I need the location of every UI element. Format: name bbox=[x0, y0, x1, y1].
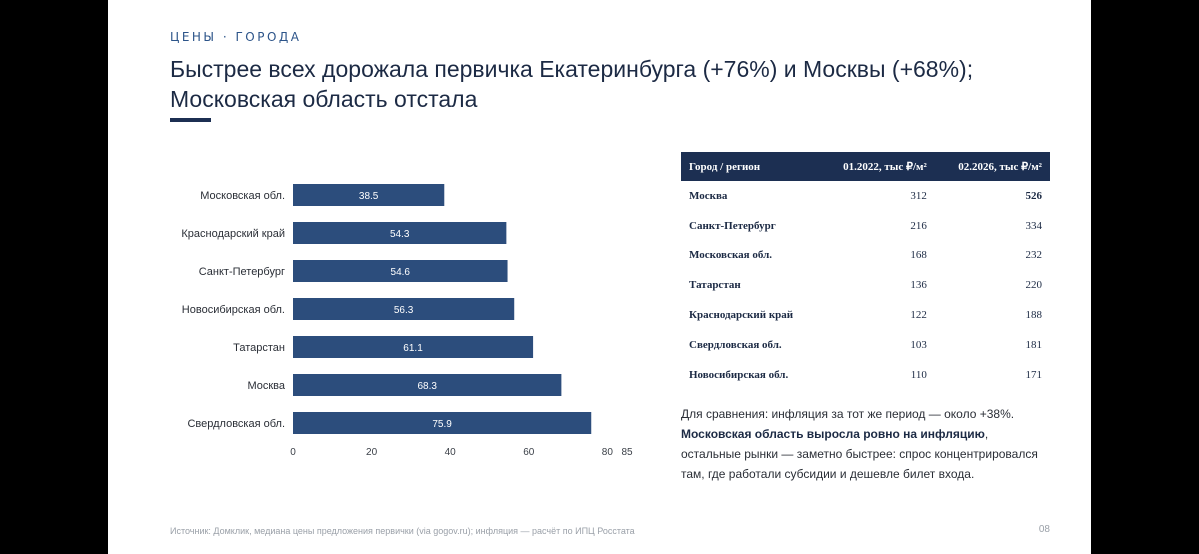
table-cell-city: Татарстан bbox=[689, 279, 741, 292]
chart-bar bbox=[293, 222, 507, 244]
table-cell-2026: 220 bbox=[1025, 279, 1043, 292]
chart-category-label: Татарстан bbox=[233, 342, 285, 354]
table-header-2022: 01.2022, тыс ₽/м² bbox=[819, 152, 935, 181]
chart-bar bbox=[293, 412, 592, 434]
table-cell-city: Санкт-Петербург bbox=[689, 219, 776, 232]
chart-x-tick-label: 80 bbox=[602, 447, 614, 458]
table-cell-2026: 171 bbox=[1025, 368, 1043, 381]
comparison-note: Для сравнения: инфляция за тот же период… bbox=[681, 404, 1041, 484]
table-row: Новосибирская обл. 110 171 bbox=[681, 360, 1050, 390]
table-cell-2022: 216 bbox=[910, 219, 927, 232]
section-eyebrow: ЦЕНЫ · ГОРОДА bbox=[170, 30, 302, 44]
title-underline bbox=[170, 118, 211, 122]
chart-bar bbox=[293, 336, 534, 358]
table-cell-city: Москва bbox=[689, 189, 728, 202]
table-cell-2026: 181 bbox=[1025, 338, 1043, 351]
table-header-row: Город / регион 01.2022, тыс ₽/м² 02.2026… bbox=[681, 152, 1050, 181]
chart-category-label: Санкт-Петербург bbox=[199, 266, 285, 278]
table-row: Татарстан 136 220 bbox=[681, 270, 1050, 300]
chart-bar-value-label: 54.3 bbox=[390, 229, 410, 240]
chart-category-label: Москва bbox=[247, 380, 285, 392]
chart-bar bbox=[293, 184, 445, 206]
chart-bar bbox=[293, 374, 562, 396]
chart-x-tick-label: 60 bbox=[523, 447, 535, 458]
table-cell-2022: 103 bbox=[910, 338, 927, 351]
table-row: Москва 312 526 bbox=[681, 181, 1050, 211]
note-line-1: Для сравнения: инфляция за тот же период… bbox=[681, 407, 1015, 421]
bar-chart: 38.5 Московская обл. 54.3 Краснодарский кра… bbox=[181, 184, 633, 458]
table-cell-2026: 526 bbox=[1025, 189, 1043, 202]
table-header-2026: 02.2026, тыс ₽/м² bbox=[934, 152, 1050, 181]
table-cell-2026: 334 bbox=[1025, 219, 1043, 232]
table-cell-2022: 110 bbox=[910, 368, 927, 381]
table-cell-2026: 232 bbox=[1025, 249, 1043, 262]
page-number: 08 bbox=[1038, 524, 1050, 535]
slide-title: Быстрее всех дорожала первичка Екатеринб… bbox=[170, 56, 974, 112]
table-cell-2022: 312 bbox=[910, 189, 927, 202]
chart-bar bbox=[293, 260, 508, 282]
table-cell-city: Свердловская обл. bbox=[689, 338, 782, 351]
chart-bar-value-label: 68.3 bbox=[417, 381, 437, 392]
chart-category-label: Краснодарский край bbox=[181, 228, 285, 240]
table-cell-2026: 188 bbox=[1025, 309, 1043, 322]
chart-bar-value-label: 61.1 bbox=[403, 343, 423, 354]
chart-bar-value-label: 54.6 bbox=[391, 267, 411, 278]
source-footnote: Источник: Домклик, медиана цены предложе… bbox=[170, 526, 635, 536]
price-table: Город / регион 01.2022, тыс ₽/м² 02.2026… bbox=[681, 152, 1050, 390]
note-rest: , остальные рынки — заметно быстрее: спр… bbox=[681, 427, 1038, 481]
chart-category-label: Новосибирская обл. bbox=[182, 304, 285, 316]
table-cell-city: Новосибирская обл. bbox=[689, 368, 789, 381]
table-cell-2022: 136 bbox=[910, 279, 927, 292]
chart-bar bbox=[293, 298, 515, 320]
chart-category-label: Свердловская обл. bbox=[187, 418, 285, 430]
chart-x-tick-label: 0 bbox=[290, 447, 296, 458]
table-row: Свердловская обл. 103 181 bbox=[681, 330, 1050, 360]
chart-x-tick-label: 20 bbox=[366, 447, 378, 458]
table-cell-2022: 168 bbox=[910, 249, 927, 262]
note-bold-statement: Московская область выросла ровно на инфл… bbox=[681, 427, 985, 441]
slide: ЦЕНЫ · ГОРОДА Быстрее всех дорожала перв… bbox=[108, 0, 1091, 554]
table-header-city: Город / регион bbox=[681, 152, 820, 181]
table-cell-2022: 122 bbox=[910, 309, 927, 322]
chart-x-tick-label: 40 bbox=[445, 447, 457, 458]
table-row: Санкт-Петербург 216 334 bbox=[681, 211, 1050, 241]
chart-bar-value-label: 56.3 bbox=[394, 305, 414, 316]
chart-bar-value-label: 75.9 bbox=[432, 419, 452, 430]
chart-bar-value-label: 38.5 bbox=[359, 191, 379, 202]
table-cell-city: Московская обл. bbox=[689, 249, 773, 262]
table-cell-city: Краснодарский край bbox=[689, 309, 794, 322]
table-row: Московская обл. 168 232 bbox=[681, 241, 1050, 271]
chart-x-tick-label: 85 bbox=[621, 447, 633, 458]
chart-category-label: Московская обл. bbox=[200, 190, 285, 202]
table-row: Краснодарский край 122 188 bbox=[681, 300, 1050, 330]
